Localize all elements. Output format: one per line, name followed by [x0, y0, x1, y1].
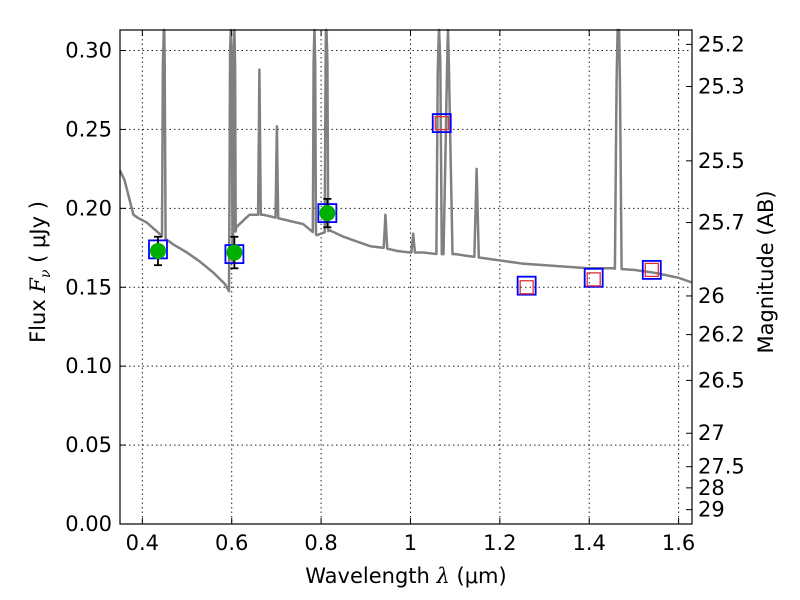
x-tick-label: 1.4	[573, 531, 606, 555]
right-tick-label: 29	[698, 498, 725, 522]
y-tick-label: 0.15	[65, 275, 112, 299]
model-spectrum	[118, 28, 693, 293]
model-spectrum-line	[118, 28, 693, 293]
x-tick-label: 1.6	[662, 531, 695, 555]
model-band-flux-square	[516, 275, 537, 296]
detection-point	[226, 244, 243, 261]
y-tick-label: 0.20	[65, 196, 112, 220]
right-tick-label: 26	[698, 284, 725, 308]
model-band-flux-square	[641, 259, 662, 280]
detection-point	[319, 205, 336, 222]
right-tick-label: 25.5	[698, 149, 745, 173]
grid-lines	[120, 30, 692, 525]
model-band-flux-square	[431, 113, 452, 134]
axis-ticks: 0.4 0.6 0.8 1 1.2 1.4 1.6 0.00 0.05 0.10 0.15 0.20 0…	[65, 30, 745, 555]
right-tick-label: 28	[698, 476, 725, 500]
right-tick-label: 25.7	[698, 211, 745, 235]
right-axis-label: Magnitude (AB)	[754, 190, 778, 353]
detection-point	[149, 242, 166, 259]
y-tick-label: 0.25	[65, 117, 112, 141]
y-tick-label: 0.10	[65, 354, 112, 378]
data-points	[148, 113, 662, 296]
right-tick-label: 27	[698, 421, 725, 445]
x-tick-label: 0.8	[304, 531, 337, 555]
right-tick-label: 26.2	[698, 323, 745, 347]
y-axis-label: Flux Fν ( μJy )	[26, 201, 54, 343]
right-tick-label: 26.5	[698, 368, 745, 392]
right-tick-label: 27.5	[698, 455, 745, 479]
upper-limit-square	[644, 262, 659, 278]
x-tick-label: 1	[404, 531, 417, 555]
x-axis-label: Wavelength λ (μm)	[305, 564, 506, 588]
y-tick-label: 0.05	[65, 433, 112, 457]
right-tick-label: 25.3	[698, 75, 745, 99]
right-tick-label: 25.2	[698, 32, 745, 56]
upper-limit-square	[519, 280, 534, 295]
x-tick-label: 0.4	[126, 531, 159, 555]
plot-frame	[119, 29, 693, 525]
x-tick-label: 1.2	[483, 531, 516, 555]
upper-limit-square	[434, 115, 449, 131]
y-tick-label: 0.00	[65, 512, 112, 536]
upper-limit-square	[586, 272, 601, 287]
y-tick-label: 0.30	[65, 39, 112, 63]
model-band-flux-square	[583, 267, 604, 288]
x-tick-label: 0.6	[215, 531, 248, 555]
